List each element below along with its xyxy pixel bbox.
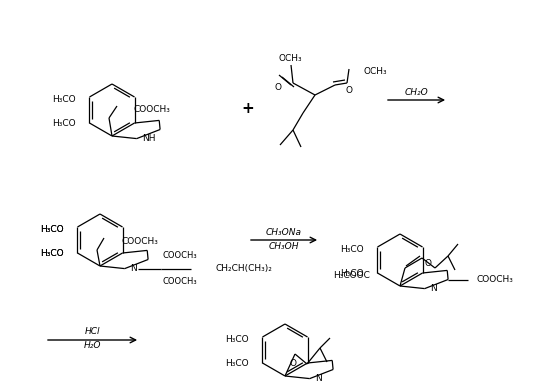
Text: CH₃ONa: CH₃ONa (266, 227, 302, 236)
Text: H₃CO: H₃CO (340, 245, 364, 254)
Text: H₃CO: H₃CO (52, 94, 75, 103)
Text: H₃CO: H₃CO (225, 334, 249, 343)
Text: COOCH₃: COOCH₃ (163, 251, 197, 260)
Text: N: N (430, 284, 436, 293)
Text: COOCH₃: COOCH₃ (163, 277, 197, 286)
Text: +: + (242, 100, 255, 116)
Text: H₃CO: H₃CO (52, 118, 75, 127)
Text: H₃COOC: H₃COOC (333, 272, 370, 281)
Text: COOCH₃: COOCH₃ (134, 105, 171, 114)
Text: OCH₃: OCH₃ (278, 53, 302, 62)
Text: H₃CO: H₃CO (340, 269, 364, 278)
Text: O: O (274, 82, 282, 91)
Text: CH₃OH: CH₃OH (269, 241, 299, 250)
Text: H₃CO: H₃CO (40, 225, 63, 234)
Text: HCl: HCl (85, 327, 100, 336)
Text: O: O (424, 260, 431, 269)
Text: O: O (289, 359, 296, 368)
Text: H₃CO: H₃CO (40, 249, 63, 258)
Text: COOCH₃: COOCH₃ (122, 236, 159, 245)
Text: NH: NH (142, 134, 155, 143)
Text: N: N (315, 374, 321, 383)
Text: COOCH₃: COOCH₃ (476, 275, 513, 284)
Text: CH₂O: CH₂O (404, 87, 428, 96)
Text: H₃CO: H₃CO (40, 249, 63, 258)
Text: H₃CO: H₃CO (225, 359, 249, 368)
Text: CH₂CH(CH₃)₂: CH₂CH(CH₃)₂ (215, 264, 273, 273)
Text: H₃CO: H₃CO (40, 225, 63, 234)
Text: O: O (345, 85, 353, 94)
Text: OCH₃: OCH₃ (363, 67, 387, 76)
Text: N: N (129, 264, 137, 273)
Text: H₂O: H₂O (84, 341, 101, 350)
